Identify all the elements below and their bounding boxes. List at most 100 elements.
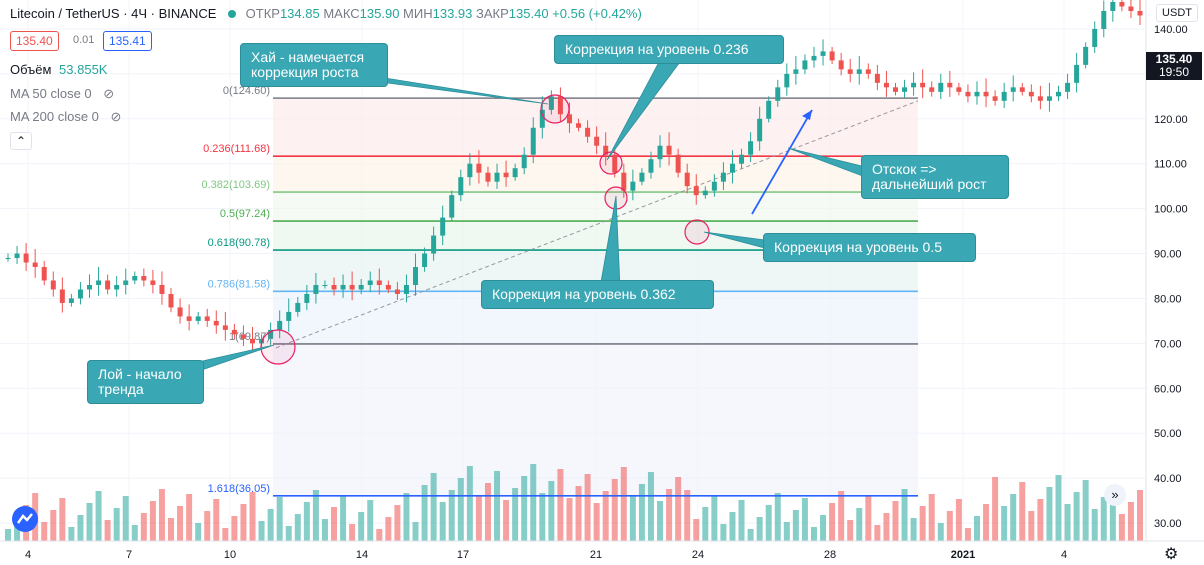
candle-body xyxy=(911,82,917,88)
x-tick-label: 4 xyxy=(25,549,31,561)
candle-body xyxy=(5,258,11,260)
arrow-head-icon xyxy=(802,110,812,120)
volume-bar xyxy=(104,520,111,541)
candle-body xyxy=(358,284,364,290)
fib-lines: 0(124.60) 0.236(111.68) 0.382(103.69) 0.5(9… xyxy=(202,85,918,497)
trendline xyxy=(275,100,919,349)
callout-connectors xyxy=(178,59,871,373)
candle-body xyxy=(403,284,409,294)
candle-body xyxy=(295,302,301,312)
highlight-circle xyxy=(599,151,623,175)
volume-bar xyxy=(213,499,220,541)
candle-body xyxy=(1010,87,1016,92)
volume-bar xyxy=(684,490,691,541)
close-value: 135.40 xyxy=(508,6,549,21)
tradingview-logo-icon[interactable] xyxy=(12,506,38,532)
volume-bar xyxy=(113,508,120,541)
open-value: 134.85 xyxy=(279,6,320,21)
volume-bar xyxy=(50,510,57,541)
candle-body xyxy=(956,87,962,92)
bid-price[interactable]: 135.40 xyxy=(10,31,59,51)
currency-selector[interactable]: USDT xyxy=(1156,4,1198,22)
volume-bar xyxy=(1028,511,1035,541)
volume-bar xyxy=(521,476,528,541)
volume-bar xyxy=(421,485,428,541)
candle-body xyxy=(766,100,772,119)
candle-body xyxy=(367,280,373,285)
volume-bar xyxy=(747,529,754,541)
candle-body xyxy=(422,253,428,268)
candle-body xyxy=(621,172,627,191)
volume-bar xyxy=(883,513,890,541)
candle-body xyxy=(856,69,862,74)
y-tick-label: 120.00 xyxy=(1154,114,1188,126)
volume-label: Объём xyxy=(10,62,52,77)
low-value: 133.93 xyxy=(432,6,473,21)
candle-body xyxy=(150,280,156,285)
change-value: +0.56 (+0.42%) xyxy=(552,6,642,21)
candle-body xyxy=(838,60,844,70)
candle-body xyxy=(739,154,745,164)
ask-price[interactable]: 135.41 xyxy=(103,31,152,51)
volume-bar xyxy=(955,499,962,541)
candle-body xyxy=(847,69,853,74)
ma50-indicator[interactable]: MA 50 close 0 ⊘ xyxy=(10,86,114,102)
candle-body xyxy=(240,334,246,339)
candle-body xyxy=(666,145,672,155)
volume-bar xyxy=(5,529,11,541)
symbol-title[interactable]: Litecoin / TetherUS · 4Ч · BINANCE xyxy=(10,6,217,21)
y-tick-label: 70.00 xyxy=(1154,338,1182,350)
y-tick-label: 110.00 xyxy=(1154,159,1187,171)
volume-bar xyxy=(222,528,229,541)
volume-bar xyxy=(566,498,573,541)
volume-bar xyxy=(1010,494,1017,541)
x-tick-label: 24 xyxy=(692,549,704,561)
candle-body xyxy=(630,181,636,191)
candle-body xyxy=(132,275,138,281)
volume-bar xyxy=(792,510,799,541)
volume-bar xyxy=(539,493,546,541)
volume-bar xyxy=(874,525,881,541)
candle-body xyxy=(720,172,726,182)
fib-level-label: 0.382(103.69) xyxy=(202,179,271,191)
volume-bars xyxy=(5,464,1143,541)
volume-bar xyxy=(530,464,537,541)
candle-body xyxy=(757,118,763,142)
candle-body xyxy=(449,195,455,218)
candle-body xyxy=(177,307,183,317)
candle-body xyxy=(59,289,65,303)
candle-body xyxy=(793,69,799,74)
callout-rebound: Отскок => дальнейший рост xyxy=(861,155,1009,199)
candle-body xyxy=(340,284,346,290)
eye-hidden-icon[interactable]: ⊘ xyxy=(103,86,115,101)
candle-body xyxy=(974,91,980,97)
settings-gear-icon[interactable]: ⚙ xyxy=(1164,546,1179,563)
volume-bar xyxy=(439,502,446,541)
candle-body xyxy=(503,172,509,178)
candle-body xyxy=(539,109,545,128)
volume-indicator[interactable]: Объём 53.855K xyxy=(10,62,107,77)
candle-body xyxy=(829,51,835,61)
fib-band xyxy=(273,192,918,222)
volume-bar xyxy=(77,515,84,541)
candle-body xyxy=(729,163,735,173)
candle-body xyxy=(485,172,491,182)
candle-body xyxy=(1001,91,1007,101)
candle-body xyxy=(711,181,717,191)
volume-bar xyxy=(765,505,772,541)
volume-bar xyxy=(249,492,256,541)
candle-body xyxy=(548,96,554,110)
y-tick-label: 50.00 xyxy=(1154,428,1182,440)
eye-hidden-icon[interactable]: ⊘ xyxy=(110,109,122,124)
ma200-indicator[interactable]: MA 200 close 0 ⊘ xyxy=(10,109,121,125)
volume-bar xyxy=(865,496,872,541)
collapse-chevron-icon[interactable]: ⌃ xyxy=(10,132,33,150)
callout-correction-0362: Коррекция на уровень 0.362 xyxy=(481,280,714,309)
volume-bar xyxy=(177,506,184,541)
scroll-right-icon[interactable]: » xyxy=(1104,484,1126,506)
y-tick-label: 40.00 xyxy=(1154,473,1182,485)
volume-bar xyxy=(829,503,836,541)
volume-bar xyxy=(484,483,491,541)
candle-body xyxy=(992,96,998,101)
